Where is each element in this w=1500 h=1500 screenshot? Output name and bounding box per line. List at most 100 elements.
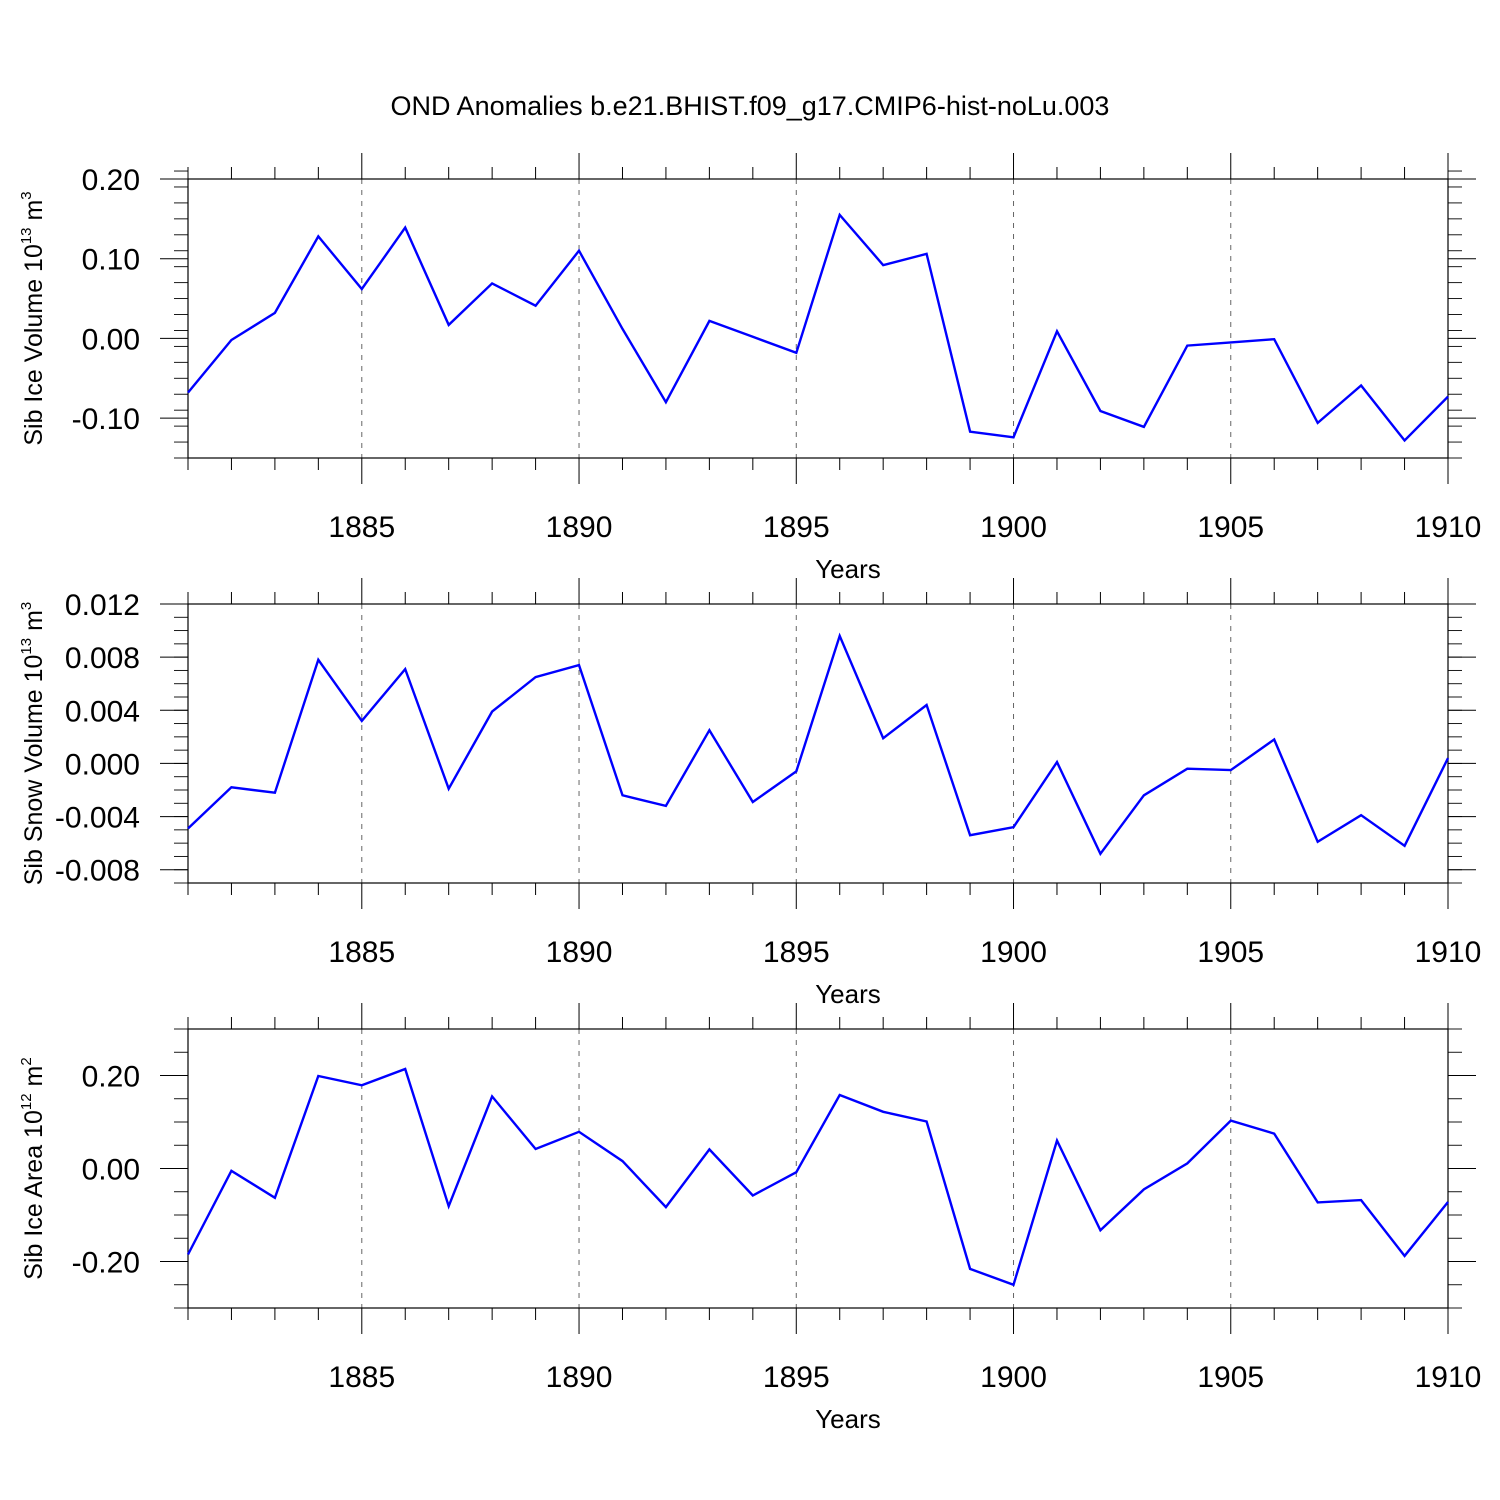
data-point (925, 703, 929, 707)
chart-panel-1: -0.10 0.00 0.10 0.20 1885 1890 1895 1900 1905 191… (18, 153, 1481, 584)
chart-panels: -0.10 0.00 0.10 0.20 1885 1890 1895 1900 1905 191… (18, 153, 1481, 1434)
data-point (664, 804, 668, 808)
data-point (664, 1205, 668, 1209)
data-point (1272, 738, 1276, 742)
data-point (794, 1170, 798, 1174)
chart-panel-3: -0.20 0.00 0.20 1885 1890 1895 1900 1905 1910 Yea… (18, 1003, 1481, 1434)
y-axis-label-exponent: 12 (18, 1093, 35, 1110)
y-axis-label-unit-exponent: 2 (18, 1057, 35, 1065)
plot-frame (187, 178, 1449, 459)
data-point (447, 1204, 451, 1208)
data-point (534, 1147, 538, 1151)
y-axis-label-exponent: 13 (18, 227, 35, 244)
series-line (187, 632, 1450, 857)
data-point (664, 400, 668, 404)
data-point (751, 335, 755, 339)
x-tick-label: 1895 (763, 511, 830, 544)
data-point (1446, 1200, 1450, 1204)
data-point (1055, 329, 1059, 333)
x-tick-label: 1900 (980, 511, 1047, 544)
y-tick-label: 0.00 (82, 323, 140, 356)
data-point (1446, 756, 1450, 760)
data-point (1185, 767, 1189, 771)
data-point (1229, 1119, 1233, 1123)
data-point (1359, 383, 1363, 387)
y-tick-label: 0.20 (82, 164, 140, 197)
y-tick-label: 0.008 (65, 642, 140, 675)
data-point (620, 327, 624, 331)
y-axis-label-unit: m (20, 1066, 48, 1094)
data-point (186, 391, 190, 395)
data-point (490, 281, 494, 285)
data-point (577, 663, 581, 667)
data-point (186, 827, 190, 831)
x-tick-label: 1885 (328, 936, 395, 969)
y-axis-label: Sib Ice Area 1012 m2 (18, 1057, 48, 1279)
y-axis-label: Sib Snow Volume 1013 m3 (18, 602, 48, 886)
data-point (403, 667, 407, 671)
data-point (1185, 1161, 1189, 1165)
data-point (1403, 438, 1407, 442)
data-point (881, 263, 885, 267)
y-axis-label-exponent: 13 (18, 638, 35, 655)
x-tick-label: 1910 (1415, 1361, 1482, 1394)
y-tick-label: 0.10 (82, 244, 140, 277)
y-tick-label: 0.012 (65, 589, 140, 622)
x-tick-label: 1900 (980, 936, 1047, 969)
y-tick-label: -0.20 (72, 1247, 140, 1280)
y-tick-label: -0.008 (55, 855, 140, 888)
series-line (187, 212, 1449, 443)
data-point (838, 1093, 842, 1097)
x-tick-label: 1905 (1197, 511, 1264, 544)
data-point (534, 304, 538, 308)
data-point (1403, 844, 1407, 848)
data-point (1098, 409, 1102, 413)
data-point (447, 787, 451, 791)
data-point (577, 1130, 581, 1134)
data-point (229, 785, 233, 789)
y-axis-label-unit: m (20, 200, 48, 228)
data-point (1055, 760, 1059, 764)
data-point (1316, 421, 1320, 425)
data-point (577, 249, 581, 253)
data-point (794, 351, 798, 355)
data-point (316, 1074, 320, 1078)
x-axis-label: Years (815, 1404, 881, 1434)
data-point (490, 1094, 494, 1098)
data-point (620, 1159, 624, 1163)
data-point (186, 1253, 190, 1257)
data-point (925, 252, 929, 256)
data-point (229, 1169, 233, 1173)
x-tick-label: 1885 (328, 511, 395, 544)
data-point (1142, 793, 1146, 797)
x-tick-label: 1890 (546, 936, 613, 969)
data-point (1229, 340, 1233, 344)
x-tick-label: 1910 (1415, 511, 1482, 544)
figure-title: OND Anomalies b.e21.BHIST.f09_g17.CMIP6-… (391, 91, 1110, 121)
data-point (1446, 395, 1450, 399)
data-point (1012, 435, 1016, 439)
data-point (751, 800, 755, 804)
data-point (1359, 813, 1363, 817)
series-line (186, 1067, 1449, 1287)
y-tick-label: -0.004 (55, 802, 140, 835)
x-tick-label: 1890 (546, 511, 613, 544)
data-point (403, 226, 407, 230)
chart-panel-2: -0.008 -0.004 0.000 0.004 0.008 0.012 1885 1890… (18, 578, 1481, 1009)
x-axis-label: Years (815, 979, 881, 1009)
y-axis-label-unit: m (20, 610, 48, 638)
data-point (534, 675, 538, 679)
data-point (707, 728, 711, 732)
y-axis-label-text: Sib Ice Volume 10 (20, 244, 48, 446)
data-point (1012, 825, 1016, 829)
data-point (316, 234, 320, 238)
data-point (1142, 1187, 1146, 1191)
data-point (1316, 840, 1320, 844)
x-tick-label: 1895 (763, 1361, 830, 1394)
data-point (968, 430, 972, 434)
data-point (1098, 852, 1102, 856)
data-point (707, 1147, 711, 1151)
y-axis-label-unit-exponent: 3 (18, 191, 35, 199)
data-point (1012, 1283, 1016, 1287)
